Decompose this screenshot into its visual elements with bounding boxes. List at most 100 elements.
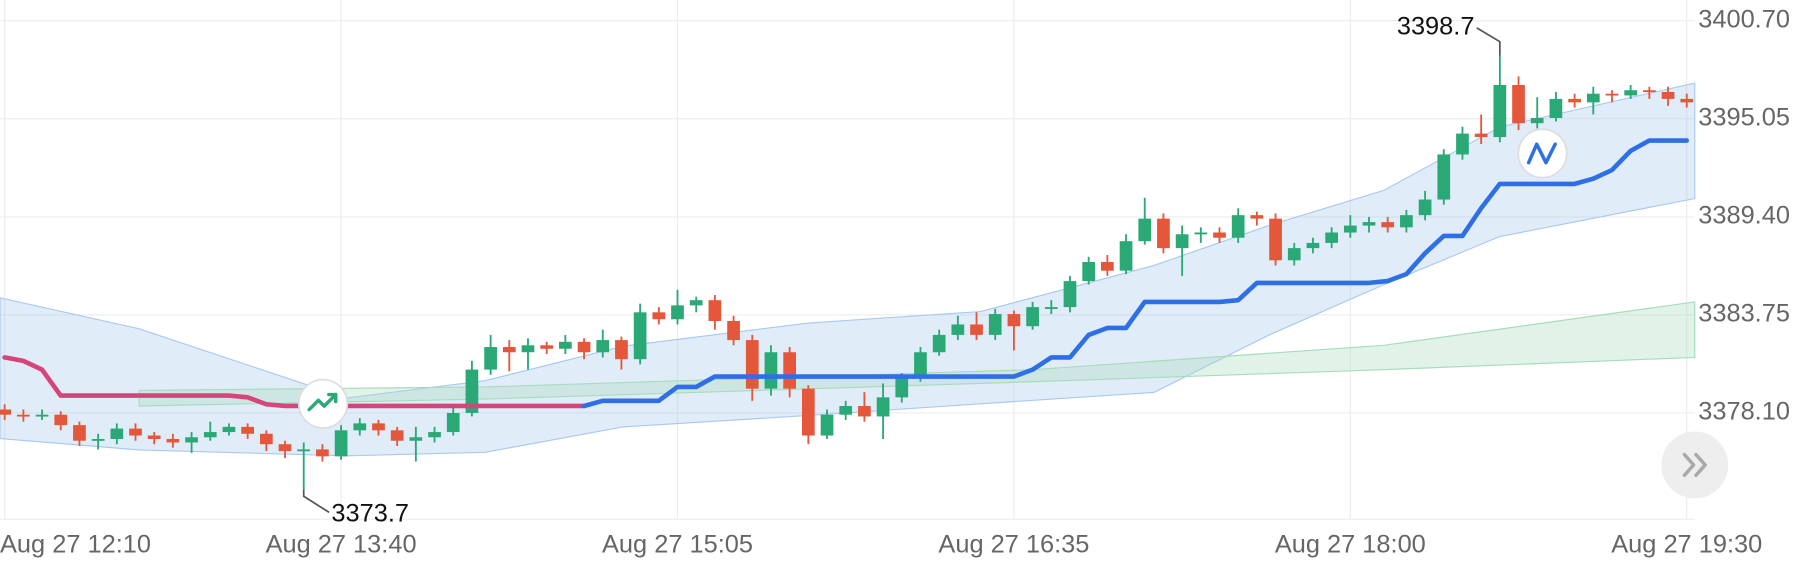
candle-body [559, 341, 572, 349]
candle-body [1138, 218, 1152, 242]
candle-body [1343, 225, 1357, 233]
candle-body [1381, 222, 1395, 228]
candle-body [1175, 234, 1189, 249]
candle-body [1568, 98, 1581, 103]
candle-body [0, 409, 12, 415]
candle-body [1624, 90, 1638, 96]
candle-body [353, 423, 367, 431]
candle-body [1325, 232, 1338, 243]
annotation: 3373.7 [331, 499, 409, 527]
icons [297, 128, 1729, 499]
y-tick-label: 3389.40 [1698, 202, 1790, 230]
annotation: 3398.7 [1397, 13, 1475, 41]
candle-body [764, 352, 778, 389]
candle-body [1474, 133, 1488, 138]
candle-body [914, 352, 927, 379]
candle-body [577, 341, 591, 353]
candle-body [390, 430, 404, 441]
candle-body [297, 449, 311, 452]
candle-body [540, 345, 554, 349]
candle-body [91, 438, 105, 441]
x-tick-label: Aug 27 12:10 [0, 530, 151, 558]
candle-body [185, 437, 198, 443]
candle-body [334, 430, 348, 457]
candle-body [671, 305, 684, 320]
candle-body [1063, 281, 1077, 308]
y-tick-label: 3400.70 [1698, 6, 1790, 34]
candle-body [54, 414, 68, 426]
candle-body [1680, 98, 1694, 103]
candle-body [1437, 154, 1451, 200]
candle-body [1549, 98, 1563, 118]
candle-body [129, 428, 142, 436]
candle-body [521, 345, 535, 353]
candle-body [166, 438, 180, 443]
indicator-line [2, 355, 587, 409]
candle-body [484, 347, 497, 370]
candle-body [1026, 307, 1039, 327]
candle-body [147, 435, 161, 439]
x-tick-label: Aug 27 16:35 [938, 530, 1089, 558]
candle-body [1101, 262, 1114, 271]
x-tick-label: Aug 27 19:30 [1611, 530, 1762, 558]
candle-body [1157, 218, 1170, 249]
candle-body [876, 397, 890, 417]
candle-body [1231, 215, 1245, 238]
candle-body [1661, 91, 1675, 99]
candle-body [1119, 241, 1133, 271]
candle-body [652, 312, 666, 320]
candle-body [745, 340, 759, 389]
candle-body [839, 406, 853, 415]
y-tick-label: 3378.10 [1698, 398, 1790, 426]
candle-body [110, 428, 124, 439]
candle-body [222, 426, 236, 433]
candle-body [1269, 218, 1282, 261]
scroll-latest-button[interactable] [1661, 431, 1729, 499]
candle-body [446, 412, 460, 433]
candle-body [1194, 232, 1208, 235]
candle-body [1605, 93, 1619, 96]
y-tick-label: 3395.05 [1698, 104, 1790, 132]
candle-body [1512, 85, 1525, 124]
annotation-leader [1476, 27, 1501, 56]
candle-body [1044, 307, 1058, 309]
candle-body [1643, 90, 1656, 93]
x-tick-label: Aug 27 15:05 [602, 530, 753, 558]
candle-body [727, 321, 740, 341]
candle-body [1306, 242, 1320, 249]
candle-body [1530, 117, 1544, 124]
candle-body [951, 324, 965, 335]
candle-body [820, 414, 834, 436]
candle-body [801, 388, 815, 436]
candle-body [259, 433, 273, 445]
candle-body [1456, 133, 1469, 155]
indicator-line [581, 138, 1690, 409]
candle-body [203, 432, 217, 438]
candle-body [278, 444, 292, 452]
candle-body [1418, 199, 1432, 216]
candle-body [1082, 262, 1096, 282]
candle-body [35, 414, 49, 417]
candle-body [372, 423, 385, 431]
candle-body [1586, 93, 1600, 103]
candle-body [241, 426, 254, 434]
pattern-icon [1517, 128, 1568, 179]
candle-body [465, 369, 479, 413]
candle-body [783, 352, 796, 389]
candle-body [73, 425, 86, 441]
candle-body [708, 300, 722, 322]
buy-signal-icon [297, 378, 349, 429]
candle-body [502, 347, 516, 353]
y-tick-label: 3383.75 [1698, 300, 1790, 328]
candle-body [895, 378, 909, 398]
candle-body [428, 432, 441, 438]
candle-body [1250, 215, 1264, 219]
x-tick-label: Aug 27 13:40 [266, 530, 417, 558]
candle-body [316, 449, 329, 457]
candle-body [615, 340, 628, 360]
candle-body [1493, 85, 1507, 138]
candle-body [988, 314, 1002, 335]
